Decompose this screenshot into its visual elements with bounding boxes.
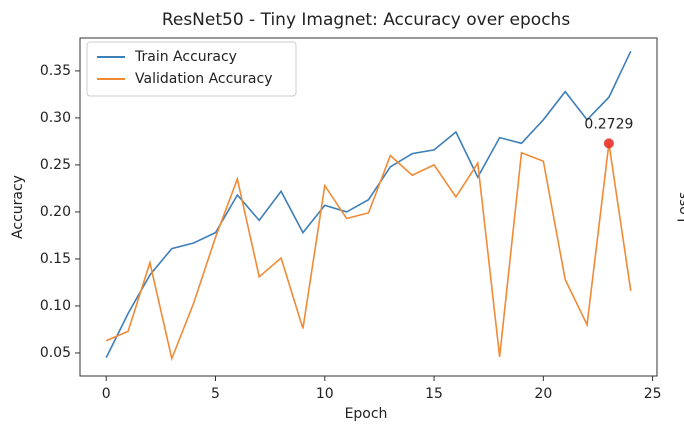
x-tick-label: 10 xyxy=(316,386,334,402)
series-line xyxy=(105,50,632,359)
annotation-label: 0.2729 xyxy=(584,116,633,132)
y-tick-label: 0.25 xyxy=(40,157,71,173)
legend-label: Train Accuracy xyxy=(134,49,237,65)
y-tick-label: 0.30 xyxy=(40,110,71,126)
cropped-label: Loss xyxy=(676,192,684,223)
y-tick-label: 0.10 xyxy=(40,298,71,314)
x-tick-label: 0 xyxy=(102,386,111,402)
y-axis-label: Accuracy xyxy=(10,175,26,239)
series-line xyxy=(105,143,632,362)
x-axis-label: Epoch xyxy=(345,406,388,422)
y-tick-label: 0.20 xyxy=(40,204,71,220)
x-tick-label: 20 xyxy=(534,386,552,402)
x-tick-label: 15 xyxy=(425,386,443,402)
x-tick-label: 5 xyxy=(211,386,220,402)
legend-box xyxy=(86,41,297,97)
legend-label: Validation Accuracy xyxy=(135,71,273,87)
plot-frame xyxy=(79,37,658,377)
chart-title: ResNet50 - Tiny Imagnet: Accuracy over e… xyxy=(162,10,571,30)
y-tick-label: 0.05 xyxy=(40,345,71,361)
y-tick-label: 0.35 xyxy=(40,63,71,79)
y-tick-label: 0.15 xyxy=(40,251,71,267)
x-tick-label: 25 xyxy=(644,386,662,402)
annotation-point xyxy=(603,138,614,149)
